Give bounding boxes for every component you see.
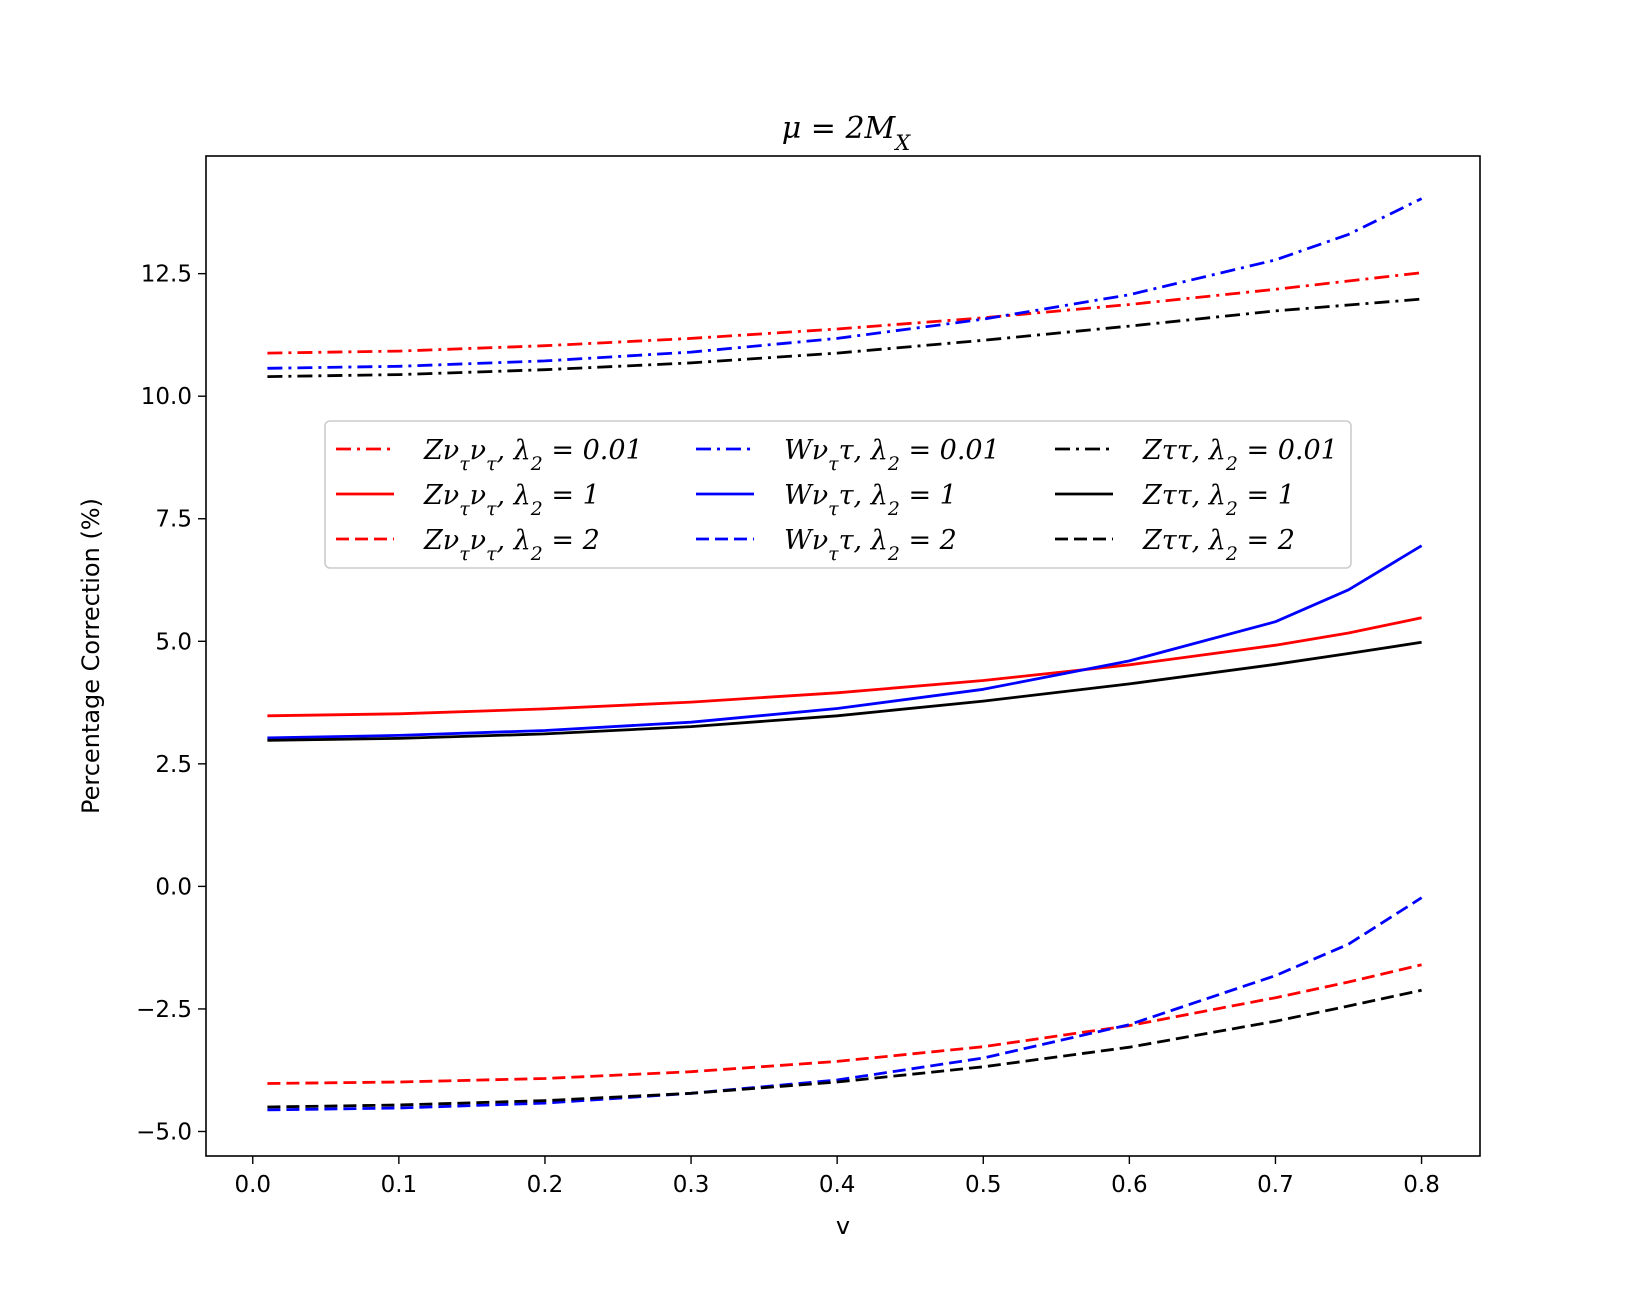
series-line (267, 988, 1422, 1109)
plot-area (267, 197, 1423, 1112)
series-line (267, 197, 1423, 370)
legend-frame (324, 420, 1352, 569)
y-tick-label: 10.0 (141, 384, 192, 410)
legend-label: Zντντ, λ2 = 1 (423, 480, 600, 520)
y-axis-label: Percentage Correction (%) (77, 498, 105, 814)
y-axis: −5.0 −2.5 0.0 2.5 5.0 7.5 10.0 12.5 (136, 262, 206, 1145)
x-tick-label: 0.6 (1111, 1172, 1148, 1198)
x-tick-label: 0.5 (965, 1172, 1002, 1198)
y-tick-label: 12.5 (141, 262, 192, 288)
y-tick-label: 0.0 (155, 874, 192, 900)
legend-label: Wνττ, λ2 = 2 (784, 525, 957, 565)
legend-label: Zντντ, λ2 = 2 (423, 525, 600, 565)
legend-label: Wνττ, λ2 = 0.01 (784, 435, 1000, 475)
y-tick-label: 2.5 (155, 752, 192, 778)
series-line (267, 544, 1423, 740)
x-tick-label: 0.3 (673, 1172, 710, 1198)
y-tick-label: 5.0 (155, 629, 192, 655)
y-tick-label: −5.0 (136, 1119, 192, 1145)
x-tick-label: 0.4 (819, 1172, 856, 1198)
legend-label: Wνττ, λ2 = 1 (784, 480, 957, 520)
x-tick-label: 0.1 (381, 1172, 418, 1198)
x-axis-label: v (836, 1212, 850, 1240)
series-line (267, 297, 1422, 378)
x-tick-label: 0.8 (1403, 1172, 1440, 1198)
series-line (267, 271, 1422, 355)
legend-label: Zντντ, λ2 = 0.01 (423, 435, 643, 475)
x-axis: 0.0 0.1 0.2 0.3 0.4 0.5 0.6 0.7 0.8 (234, 1156, 1440, 1198)
chart-title: μ = 2MX (782, 111, 912, 155)
y-tick-label: −2.5 (136, 997, 192, 1023)
x-tick-label: 0.0 (234, 1172, 271, 1198)
series-line (267, 616, 1422, 718)
x-tick-label: 0.7 (1257, 1172, 1294, 1198)
x-tick-label: 0.2 (527, 1172, 564, 1198)
legend-label: Zττ, λ2 = 2 (1142, 525, 1295, 565)
axes-frame (205, 155, 1481, 1157)
series-line (267, 640, 1422, 742)
legend-label: Zττ, λ2 = 1 (1142, 480, 1295, 520)
y-tick-label: 7.5 (155, 507, 192, 533)
legend-label: Zττ, λ2 = 0.01 (1142, 435, 1338, 475)
series-line (267, 963, 1422, 1085)
legend: Zντντ, λ2 = 0.01 Zντντ, λ2 = 1 Zντντ, λ2 =… (324, 420, 1352, 569)
